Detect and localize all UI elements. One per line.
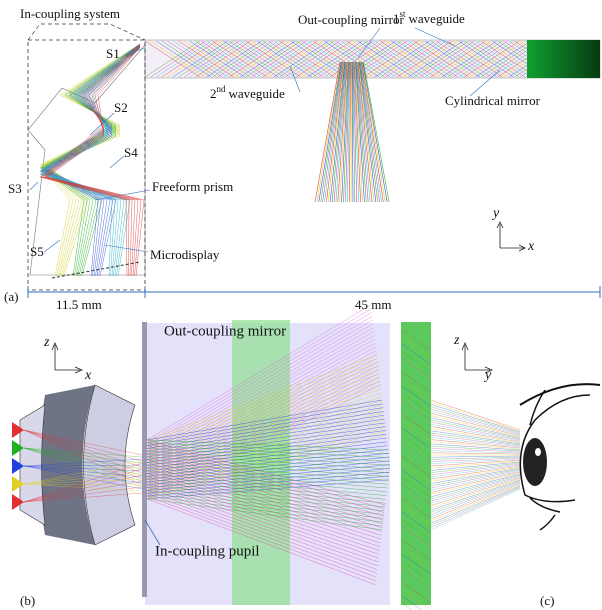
waveguide-slab <box>401 322 431 605</box>
axis-label-x: x <box>527 239 535 254</box>
label-s3: S3 <box>8 181 22 196</box>
out-coupled-ray <box>362 62 385 202</box>
label-out-coupling-mirror: Out-coupling mirror <box>164 323 286 339</box>
eye-ray <box>431 464 520 475</box>
waveguide-text: waveguide <box>409 11 466 26</box>
eye-ray <box>431 486 520 523</box>
out-coupled-ray <box>319 62 341 202</box>
axis-label-x: x <box>84 368 92 383</box>
panel-label-a: (a) <box>4 289 18 304</box>
eye-ray <box>431 411 520 435</box>
label-s2: S2 <box>114 100 128 115</box>
eye-ray <box>431 481 520 512</box>
eye-ray <box>431 476 520 501</box>
callout <box>28 24 145 40</box>
cylindrical-mirror <box>527 40 600 78</box>
eye-ray <box>431 488 520 528</box>
panel-label-b: (b) <box>20 593 35 608</box>
out-coupled-ray <box>357 62 370 202</box>
dimension-left: 11.5 mm <box>56 297 102 312</box>
axis-label-y: y <box>483 368 492 383</box>
label-in-coupling-pupil: In-coupling pupil <box>155 543 260 559</box>
label-freeform-prism: Freeform prism <box>152 179 233 194</box>
eye-ray <box>431 483 520 517</box>
axis-label-z: z <box>453 333 460 348</box>
eye-ray <box>431 400 520 430</box>
waveguide-text: waveguide <box>229 86 286 101</box>
panel-label-c: (c) <box>540 593 554 608</box>
axis-arrows <box>497 222 525 251</box>
label-in-coupling-system: In-coupling system <box>20 6 120 21</box>
eye-ray <box>431 473 520 495</box>
eye-ray <box>431 453 520 454</box>
axis-label-y: y <box>491 206 500 221</box>
eye-ray <box>431 407 520 433</box>
eye-ray <box>431 435 520 446</box>
ordinal-suffix: st <box>400 9 407 19</box>
label-waveguide-2: 2ndwaveguide <box>210 84 285 101</box>
page: {"panel_a":{"label":"(a)","in_coupling_s… <box>0 0 602 610</box>
eye-ray <box>431 415 520 437</box>
axis-label-z: z <box>43 335 50 350</box>
out-coupled-ray <box>361 62 382 202</box>
ray-layer <box>12 24 600 610</box>
label-waveguide-1: 1stwaveguide <box>393 9 465 26</box>
eye-ray <box>431 487 520 525</box>
dimension-right: 45 mm <box>355 297 391 312</box>
eye-ray <box>431 457 520 459</box>
eye-ray <box>431 468 520 484</box>
pupil-highlight <box>535 448 541 456</box>
eye-ray <box>431 451 520 453</box>
eye-ray <box>431 420 520 439</box>
figure: In-coupling system S1 S2 S3 S4 S5 Out-co… <box>0 0 602 610</box>
eye-ray <box>431 426 520 442</box>
eye-ray <box>431 409 520 434</box>
dimension-lines <box>28 286 600 298</box>
eye-ray <box>431 471 520 490</box>
label-s5: S5 <box>30 244 44 259</box>
eye-ray <box>431 456 520 457</box>
iris <box>523 438 547 486</box>
axis-arrows <box>52 343 82 373</box>
label-microdisplay: Microdisplay <box>150 247 220 262</box>
ordinal-suffix: nd <box>217 84 227 94</box>
label-s1: S1 <box>106 46 120 61</box>
label-cylindrical-mirror: Cylindrical mirror <box>445 93 541 108</box>
pupil-plate <box>142 322 147 597</box>
label-s4: S4 <box>124 145 138 160</box>
label-out-coupling-mirror: Out-coupling mirror <box>298 12 404 27</box>
